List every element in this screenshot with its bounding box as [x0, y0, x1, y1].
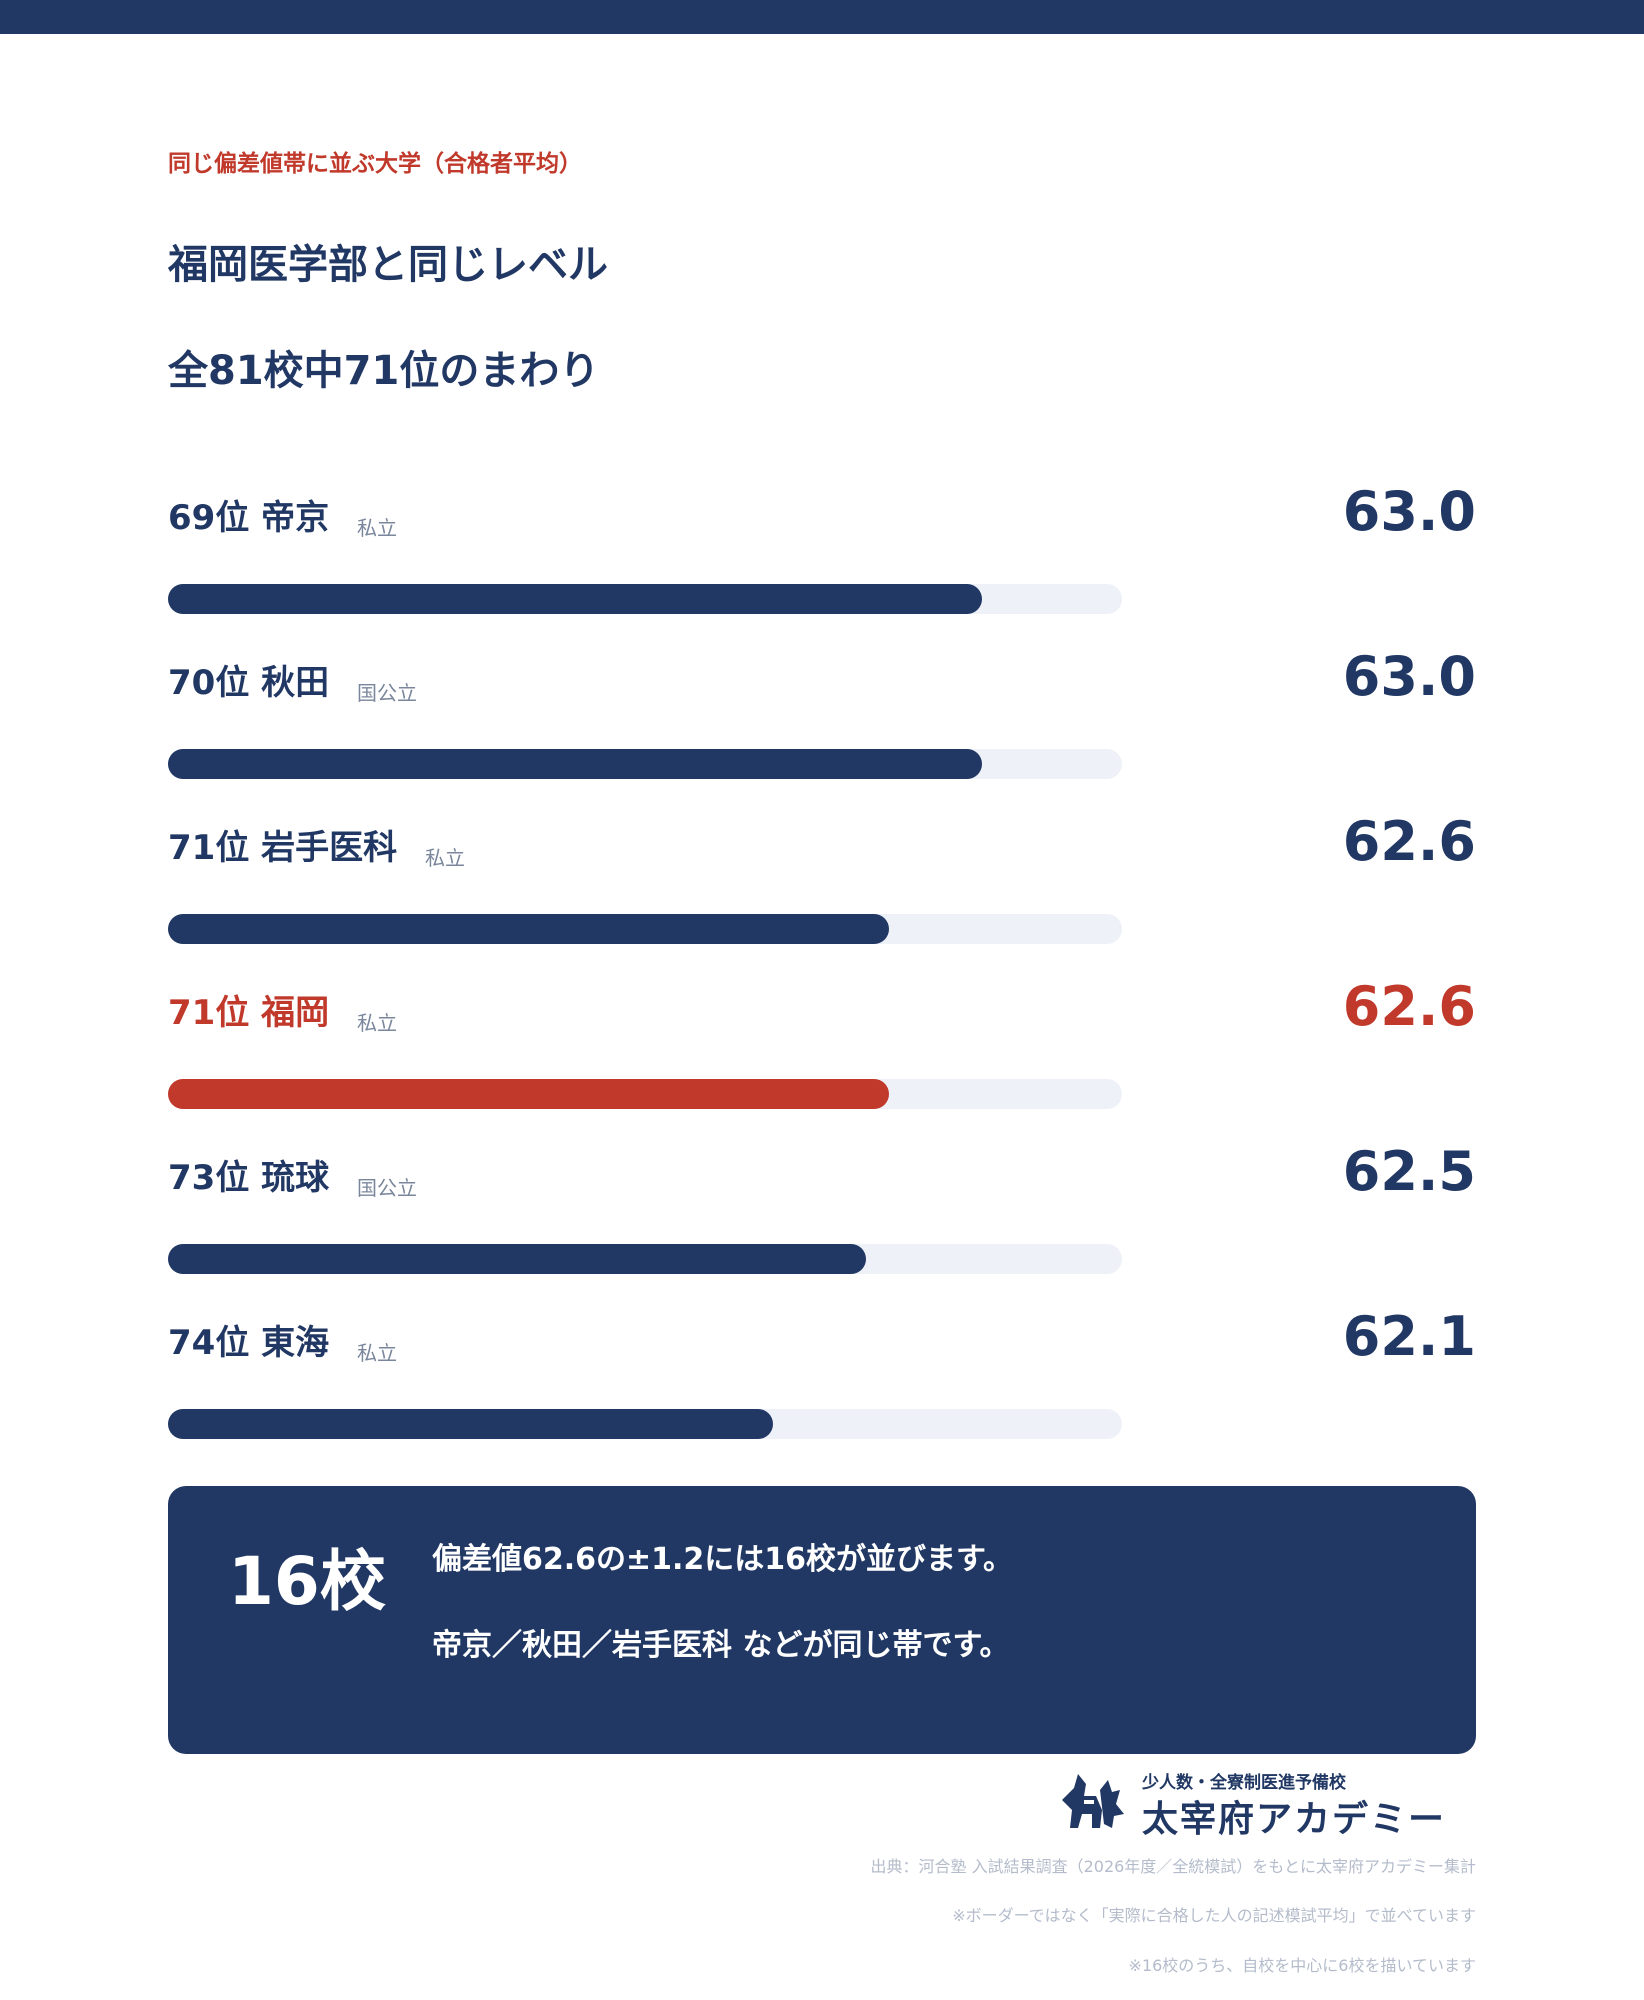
- bar-track: [168, 1409, 1122, 1439]
- bar-category-label: 71位 岩手医科: [168, 828, 398, 868]
- page-subtitle: 全81校中71位のまわり: [168, 348, 600, 394]
- bar: [168, 1244, 866, 1274]
- bar-track: [168, 914, 1122, 944]
- bar: [168, 1079, 889, 1109]
- bar-category-label: 71位 福岡: [168, 993, 330, 1033]
- bar: [168, 1409, 773, 1439]
- summary-line-2: 帝京／秋田／岩手医科 などが同じ帯です。: [432, 1628, 1010, 1663]
- chart-row: 74位 東海 私立 62.1: [168, 1305, 1476, 1475]
- bar-type-tag: 国公立: [357, 1176, 417, 1200]
- chart-row: 71位 岩手医科 私立 62.6: [168, 810, 1476, 980]
- bar-track: [168, 584, 1122, 614]
- bar-value-label: 62.6: [1342, 810, 1476, 873]
- chart-row: 71位 福岡 私立 62.6: [168, 975, 1476, 1145]
- top-accent-bar: [0, 0, 1644, 34]
- summary-count: 16校: [228, 1543, 386, 1620]
- logo-subtitle: 少人数・全寮制医進予備校: [1142, 1773, 1346, 1793]
- bar: [168, 749, 982, 779]
- bar: [168, 584, 982, 614]
- bar-value-label: 63.0: [1342, 480, 1476, 543]
- bar-value-label: 62.5: [1342, 1140, 1476, 1203]
- bar-type-tag: 私立: [425, 846, 465, 870]
- summary-card: 16校 偏差値62.6の±1.2には16校が並びます。 帝京／秋田／岩手医科 な…: [168, 1486, 1476, 1754]
- bar-type-tag: 私立: [357, 516, 397, 540]
- bar-category-label: 69位 帝京: [168, 498, 330, 538]
- method-note: ※ボーダーではなく「実際に合格した人の記述模試平均」で並べています: [952, 1906, 1476, 1925]
- bar-track: [168, 749, 1122, 779]
- brand-logo: 少人数・全寮制医進予備校 太宰府アカデミー: [1056, 1768, 1476, 1840]
- academy-logo-icon: [1062, 1774, 1124, 1828]
- bar-type-tag: 私立: [357, 1011, 397, 1035]
- summary-line-1: 偏差値62.6の±1.2には16校が並びます。: [432, 1542, 1014, 1577]
- logo-name: 太宰府アカデミー: [1142, 1798, 1447, 1840]
- bar-category-label: 74位 東海: [168, 1323, 330, 1363]
- bar-type-tag: 私立: [357, 1341, 397, 1365]
- bar-category-label: 73位 琉球: [168, 1158, 330, 1198]
- page-title: 福岡医学部と同じレベル: [168, 242, 608, 288]
- bar-value-label: 62.1: [1342, 1305, 1476, 1368]
- eyebrow-label: 同じ偏差値帯に並ぶ大学（合格者平均）: [168, 151, 582, 177]
- bar: [168, 914, 889, 944]
- chart-row: 73位 琉球 国公立 62.5: [168, 1140, 1476, 1310]
- source-note: 出典：河合塾 入試結果調査（2026年度／全統模試）をもとに太宰府アカデミー集計: [870, 1857, 1477, 1876]
- bar-category-label: 70位 秋田: [168, 663, 330, 703]
- bar-type-tag: 国公立: [357, 681, 417, 705]
- bar-track: [168, 1079, 1122, 1109]
- chart-row: 69位 帝京 私立 63.0: [168, 480, 1476, 650]
- scope-note: ※16校のうち、自校を中心に6校を描いています: [1128, 1956, 1476, 1975]
- bar-track: [168, 1244, 1122, 1274]
- bar-value-label: 62.6: [1342, 975, 1476, 1038]
- chart-row: 70位 秋田 国公立 63.0: [168, 645, 1476, 815]
- bar-value-label: 63.0: [1342, 645, 1476, 708]
